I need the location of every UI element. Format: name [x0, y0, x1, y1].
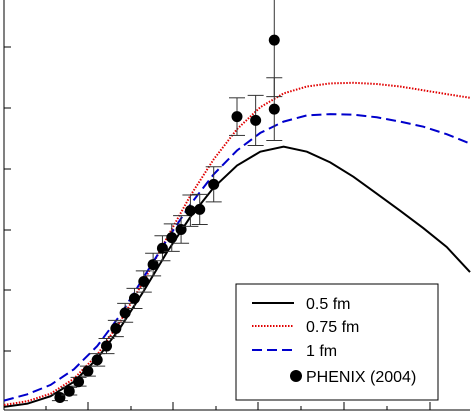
data-point-12 — [166, 232, 178, 244]
data-point-17 — [231, 111, 243, 123]
legend-label-075fm: 0.75 fm — [306, 319, 359, 336]
data-point-8 — [128, 292, 140, 304]
data-point-18 — [250, 114, 262, 126]
data-point-extra — [268, 34, 280, 46]
data-point-11 — [156, 242, 168, 254]
data-point-19 — [268, 103, 280, 115]
legend-label-1fm: 1 fm — [306, 343, 337, 360]
data-point-1 — [63, 385, 75, 397]
data-point-16 — [208, 178, 220, 190]
data-point-14 — [184, 205, 196, 217]
legend-label-phenix: PHENIX (2004) — [306, 369, 416, 386]
data-point-10 — [147, 259, 159, 271]
data-point-15 — [194, 203, 206, 215]
legend-marker-phenix — [290, 370, 302, 382]
data-point-2 — [73, 376, 85, 388]
axis-ticks — [4, 46, 431, 410]
series-line-0 — [3, 145, 471, 408]
data-point-13 — [175, 223, 187, 235]
data-point-7 — [119, 307, 131, 319]
data-points — [51, 0, 283, 403]
data-point-6 — [110, 323, 122, 335]
legend: 0.5 fm 0.75 fm 1 fm PHENIX (2004) — [235, 283, 439, 401]
legend-label-05fm: 0.5 fm — [306, 296, 350, 313]
plot-frame — [3, 0, 470, 411]
data-point-0 — [54, 391, 66, 403]
data-point-9 — [138, 275, 150, 287]
data-point-4 — [91, 354, 103, 366]
data-point-3 — [82, 365, 94, 377]
series-line-2 — [3, 113, 471, 402]
data-point-5 — [101, 340, 113, 352]
